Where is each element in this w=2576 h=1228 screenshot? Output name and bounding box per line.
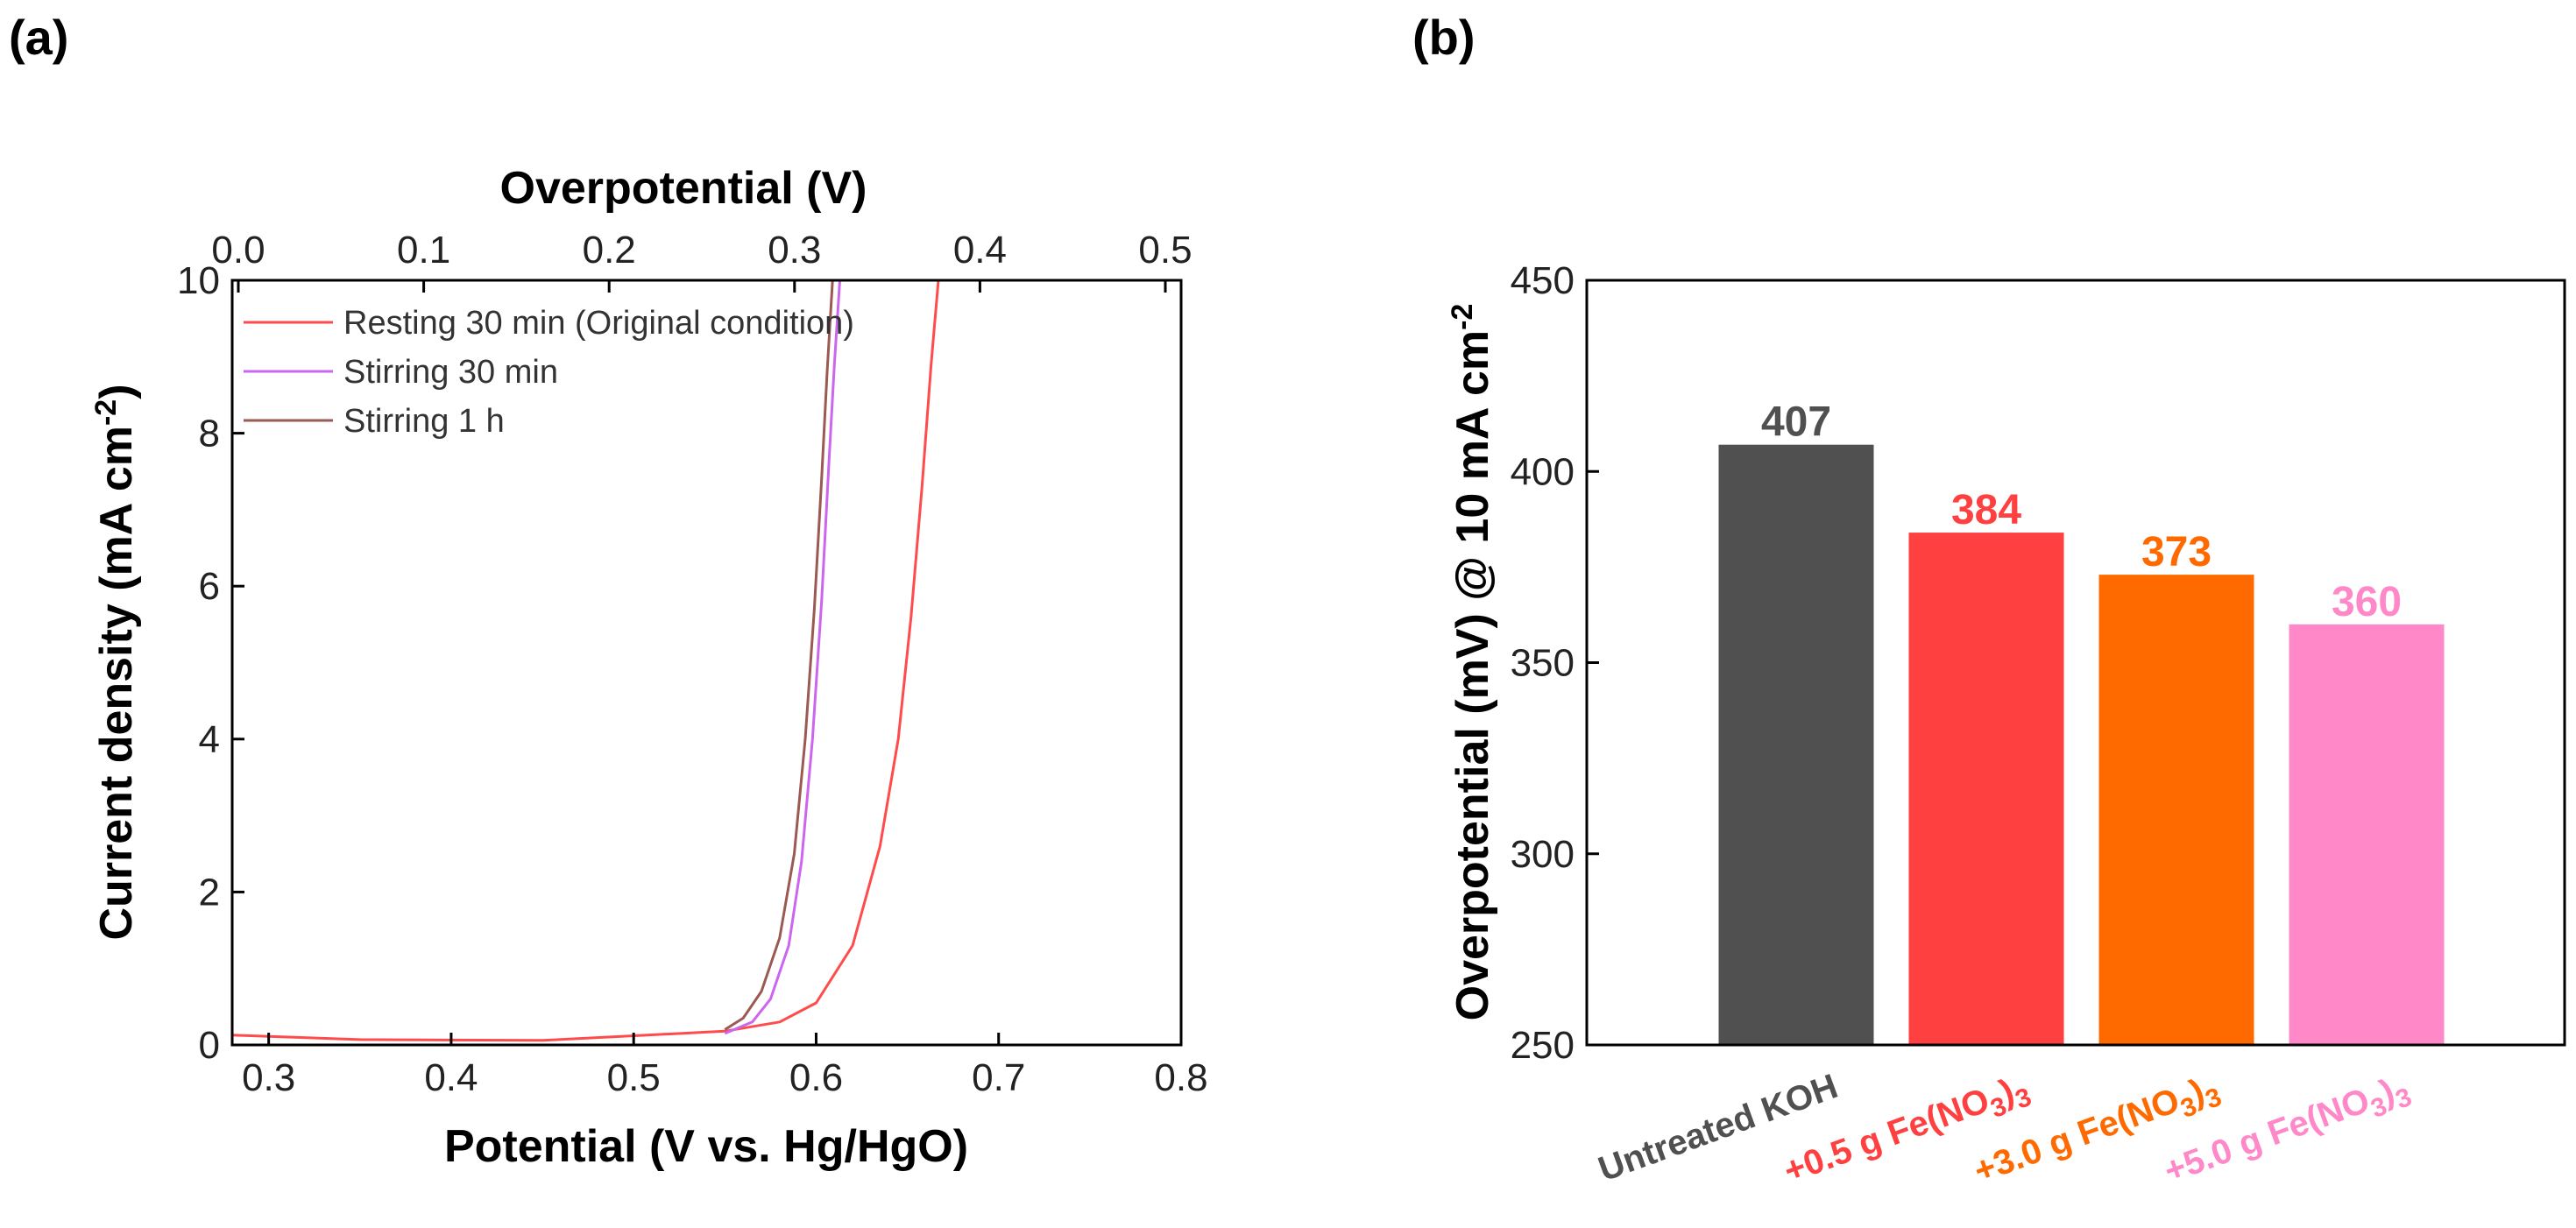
top-x-tick-label-a: 0.3 [768,229,821,272]
y-axis-title-b-sup: -2 [1446,304,1479,330]
bar-value-label-3: 373 [2141,529,2212,575]
series-group [231,279,940,1042]
category-labels: Untreated KOH+0.5 g Fe(NO3)3+3.0 g Fe(NO… [1594,1067,2416,1190]
x-tick-label-a: 0.6 [789,1056,843,1099]
bar-1 [1718,444,1874,1045]
x-tick-label-a: 0.7 [972,1056,1025,1099]
top-x-tick-label-a: 0.0 [211,229,265,272]
bar-value-label-1: 407 [1761,399,1831,446]
bar-4 [2289,624,2445,1045]
y-ticks-b: 250 300 350 400 450 [1511,259,1599,1067]
legend-label-1: Resting 30 min (Original condition) [343,305,854,342]
y-tick-label-b: 350 [1511,642,1575,685]
y-axis-title-a-sup: -2 [89,399,123,426]
bar-value-labels: 407 384 373 360 [1761,399,2402,625]
y-tick-label-b: 450 [1511,259,1575,302]
y-tick-label-a: 4 [199,718,220,761]
bar-value-label-2: 384 [1951,487,2021,533]
y-axis-title-b: Overpotential (mV) @ 10 mA cm-2 [1446,304,1498,1021]
y-tick-label-a: 10 [177,259,220,302]
top-x-axis-title-a: Overpotential (V) [500,163,867,214]
plot-frame-a [230,279,1183,1047]
y-axis-title-a: Current density (mA cm-2) [89,384,142,940]
legend-label-3: Stirring 1 h [343,403,505,440]
x-ticks-a: 0.3 0.4 0.5 0.6 0.7 0.8 [242,1033,1208,1099]
panel-label-a: (a) [9,10,68,65]
x-tick-label-a: 0.8 [1154,1056,1207,1099]
y-tick-label-a: 6 [199,565,220,608]
x-tick-label-a: 0.4 [424,1056,478,1099]
bar-chart-b: 250 300 350 400 450 407 384 373 360 Untreated K… [1446,259,2566,1190]
y-tick-label-a: 8 [199,413,220,455]
y-tick-label-b: 300 [1511,833,1575,876]
series-line-1 [231,279,940,1042]
y-axis-title-a-main: Current density (mA cm [91,426,142,941]
legend-label-2: Stirring 30 min [343,354,558,391]
top-x-tick-label-a: 0.2 [583,229,636,272]
y-tick-label-b: 250 [1511,1024,1575,1067]
top-x-tick-label-a: 0.5 [1138,229,1192,272]
x-tick-label-a: 0.3 [242,1056,295,1099]
top-x-tick-label-a: 0.1 [397,229,450,272]
y-tick-label-a: 2 [199,871,220,914]
y-axis-title-b-main: Overpotential (mV) @ 10 mA cm [1447,330,1498,1021]
panel-label-b: (b) [1412,10,1476,65]
top-x-tick-label-a: 0.4 [953,229,1007,272]
bar-2 [1908,533,2064,1045]
y-tick-label-a: 0 [199,1024,220,1067]
top-x-ticks-a: 0.0 0.1 0.2 0.3 0.4 0.5 [211,229,1192,293]
bars-group [1718,444,2445,1045]
x-axis-title-a: Potential (V vs. Hg/HgO) [444,1121,968,1172]
bar-value-label-4: 360 [2332,579,2402,625]
y-axis-title-a-end: ) [91,384,142,399]
y-ticks-a: 0 2 4 6 8 10 [177,259,244,1067]
legend-a: Resting 30 min (Original condition) Stirr… [244,305,854,440]
series-line-3 [724,279,834,1031]
bar-3 [2098,575,2254,1045]
x-tick-label-a: 0.5 [607,1056,661,1099]
y-tick-label-b: 400 [1511,450,1575,493]
series-line-2 [724,279,841,1035]
